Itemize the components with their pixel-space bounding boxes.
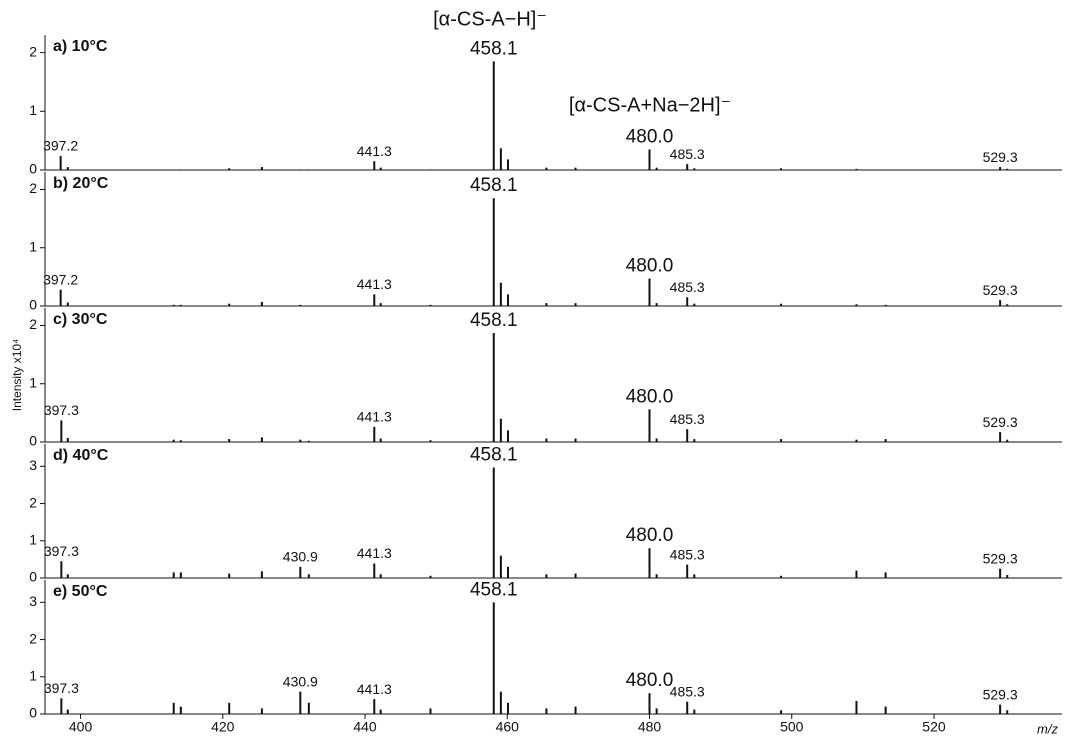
peak-label: 441.3 — [357, 681, 392, 697]
panel-title: a) 10°C — [53, 38, 108, 55]
peak-label: 485.3 — [670, 683, 705, 699]
peak-label: 441.3 — [357, 545, 392, 561]
x-axis-label: m/z — [1037, 721, 1058, 736]
y-tick-label: 2 — [29, 180, 37, 196]
y-tick-label: 1 — [29, 238, 37, 254]
peak-label: 529.3 — [983, 282, 1018, 298]
x-tick-label: 420 — [211, 719, 235, 735]
y-tick-label: 2 — [29, 630, 37, 646]
y-tick-label: 0 — [29, 705, 37, 721]
x-tick-label: 460 — [496, 719, 520, 735]
peak-label: 397.3 — [44, 543, 79, 559]
y-tick-label: 3 — [29, 593, 37, 609]
y-tick-label: 2 — [29, 43, 37, 59]
y-tick-label: 1 — [29, 102, 37, 118]
peak-label: 441.3 — [357, 143, 392, 159]
x-tick-label: 480 — [638, 719, 662, 735]
peak-label: 480.0 — [626, 670, 674, 691]
peak-label: 480.0 — [626, 126, 674, 147]
y-tick-label: 0 — [29, 297, 37, 313]
peak-label: 397.3 — [44, 402, 79, 418]
annotation: [α-CS-A−H]⁻ — [433, 8, 547, 30]
panel-title: c) 30°C — [53, 311, 108, 328]
x-tick-label: 500 — [780, 719, 804, 735]
peak-label: 458.1 — [470, 310, 518, 331]
peak-label: 397.3 — [44, 680, 79, 696]
y-tick-label: 1 — [29, 374, 37, 390]
peak-label: 529.3 — [983, 149, 1018, 165]
peak-label: 430.9 — [283, 673, 318, 689]
panel-title: b) 20°C — [53, 175, 109, 192]
y-tick-label: 0 — [29, 433, 37, 449]
x-tick-label: 400 — [69, 719, 93, 735]
x-tick-label: 440 — [353, 719, 377, 735]
y-axis-label: Intensity x10⁴ — [10, 339, 24, 412]
peak-label: 441.3 — [357, 409, 392, 425]
peak-label: 529.3 — [983, 686, 1018, 702]
peak-label: 485.3 — [670, 546, 705, 562]
peak-label: 397.2 — [43, 271, 78, 287]
y-tick-label: 2 — [29, 316, 37, 332]
peak-label: 485.3 — [670, 411, 705, 427]
x-tick-label: 520 — [922, 719, 946, 735]
peak-label: 441.3 — [357, 276, 392, 292]
peak-label: 485.3 — [670, 146, 705, 162]
annotation: [α-CS-A+Na−2H]⁻ — [569, 94, 731, 116]
peak-label: 485.3 — [670, 279, 705, 295]
peak-label: 458.1 — [470, 38, 518, 59]
peak-label: 397.2 — [43, 138, 78, 154]
peak-label: 458.1 — [470, 175, 518, 196]
y-tick-label: 2 — [29, 494, 37, 510]
panel-title: d) 40°C — [53, 447, 109, 464]
y-tick-label: 3 — [29, 457, 37, 473]
peak-label: 480.0 — [626, 256, 674, 277]
panel-title: e) 50°C — [53, 583, 108, 600]
y-tick-label: 1 — [29, 667, 37, 683]
y-tick-label: 1 — [29, 531, 37, 547]
peak-label: 480.0 — [626, 386, 674, 407]
peak-label: 480.0 — [626, 525, 674, 546]
peak-label: 430.9 — [283, 549, 318, 565]
peak-label: 458.1 — [470, 579, 518, 600]
y-tick-label: 0 — [29, 569, 37, 585]
peak-label: 529.3 — [983, 550, 1018, 566]
peak-label: 458.1 — [470, 444, 518, 465]
y-tick-label: 0 — [29, 161, 37, 177]
peak-label: 529.3 — [983, 414, 1018, 430]
